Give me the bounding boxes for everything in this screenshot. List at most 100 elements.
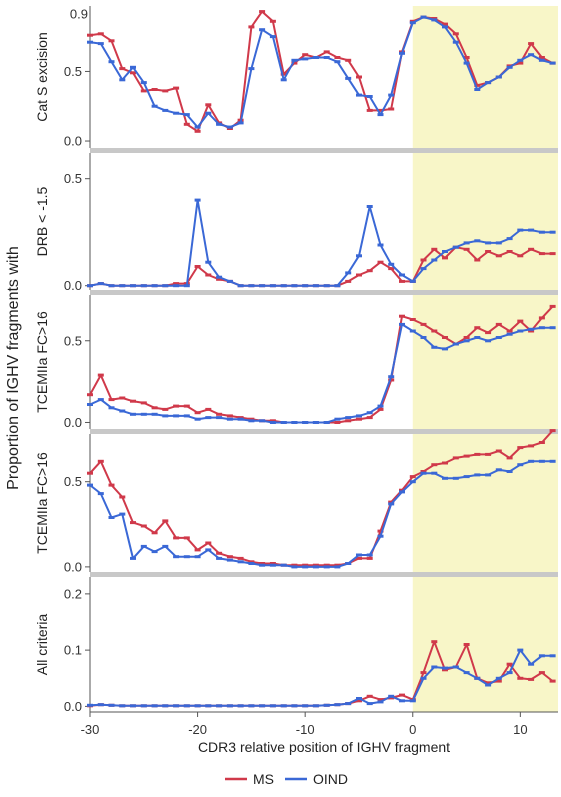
data-point <box>528 459 535 463</box>
data-point <box>302 421 309 424</box>
data-point <box>291 61 298 65</box>
data-point <box>377 113 384 117</box>
data-point <box>216 275 223 279</box>
data-point <box>108 516 115 519</box>
data-point <box>151 550 158 554</box>
data-point <box>538 230 545 234</box>
data-point <box>323 563 330 567</box>
data-point <box>151 284 158 288</box>
panel-y-axis-label: Cat S excision <box>34 32 50 121</box>
data-point <box>237 704 244 708</box>
data-point <box>259 28 266 32</box>
data-point <box>87 393 93 397</box>
data-point <box>194 555 201 559</box>
data-point <box>269 562 276 565</box>
data-point <box>291 421 298 424</box>
data-point <box>205 541 212 545</box>
data-point <box>366 702 373 706</box>
y-tick-label: 0.2 <box>64 586 82 601</box>
data-point <box>409 329 416 333</box>
data-point <box>173 536 180 540</box>
data-point <box>388 500 395 504</box>
data-point <box>194 417 201 421</box>
data-point <box>485 683 492 687</box>
y-tick-label: 0.1 <box>64 643 82 658</box>
data-point <box>356 699 362 703</box>
data-point <box>538 654 545 658</box>
data-point <box>119 409 126 413</box>
data-point <box>506 332 513 336</box>
data-point <box>216 556 223 560</box>
data-point <box>431 463 438 467</box>
data-point <box>323 421 330 424</box>
data-point <box>108 284 115 288</box>
data-point <box>549 429 556 433</box>
data-point <box>183 414 190 418</box>
data-point <box>194 704 201 708</box>
highlight-region <box>412 577 558 712</box>
data-point <box>345 562 352 565</box>
panel-5: 0.0 0.1 0.2 All criteria <box>34 577 558 714</box>
data-point <box>431 18 438 22</box>
data-point <box>162 407 169 411</box>
data-point <box>151 406 158 410</box>
data-point <box>377 404 384 408</box>
data-point <box>517 254 524 258</box>
data-point <box>495 254 502 258</box>
data-point <box>194 411 201 415</box>
data-point <box>237 284 244 288</box>
data-point <box>291 563 298 567</box>
data-point <box>130 284 136 288</box>
data-point <box>538 316 545 320</box>
data-point <box>269 421 276 424</box>
data-point <box>87 483 93 487</box>
data-point <box>474 326 481 330</box>
data-point <box>356 697 362 700</box>
data-point <box>345 58 352 62</box>
data-point <box>474 452 481 456</box>
data-point <box>399 51 405 55</box>
data-point <box>183 555 190 559</box>
data-point <box>431 471 438 475</box>
data-point <box>334 703 341 707</box>
data-point <box>538 252 545 256</box>
data-point <box>269 284 276 288</box>
data-point <box>549 326 556 330</box>
data-point <box>87 403 93 406</box>
data-point <box>495 241 502 245</box>
data-point <box>259 419 266 423</box>
data-point <box>528 677 535 681</box>
data-point <box>485 241 492 245</box>
data-point <box>517 319 524 323</box>
data-point <box>312 563 319 567</box>
data-point <box>183 122 190 126</box>
data-point <box>302 563 309 567</box>
data-point <box>183 536 190 540</box>
data-point <box>205 704 212 708</box>
data-point <box>108 703 115 707</box>
data-point <box>119 67 126 71</box>
data-point <box>517 463 524 467</box>
data-point <box>474 239 481 243</box>
y-extra-tick-label: 0.9 <box>70 7 88 22</box>
data-point <box>495 468 502 472</box>
data-point <box>506 329 513 333</box>
data-point <box>399 273 405 277</box>
series-oind <box>87 198 556 288</box>
data-point <box>237 416 244 420</box>
data-point <box>345 416 352 420</box>
x-tick-label: -10 <box>296 722 315 737</box>
data-point <box>162 414 169 418</box>
series-oind <box>87 322 556 424</box>
data-point <box>442 461 448 465</box>
data-point <box>517 61 524 65</box>
data-point <box>356 273 362 277</box>
data-point <box>334 417 341 421</box>
data-point <box>474 88 481 91</box>
data-point <box>194 125 201 129</box>
legend-label-oind: OIND <box>313 771 348 787</box>
data-point <box>194 548 201 552</box>
data-point <box>140 81 147 85</box>
data-point <box>130 704 136 708</box>
data-point <box>528 42 535 46</box>
